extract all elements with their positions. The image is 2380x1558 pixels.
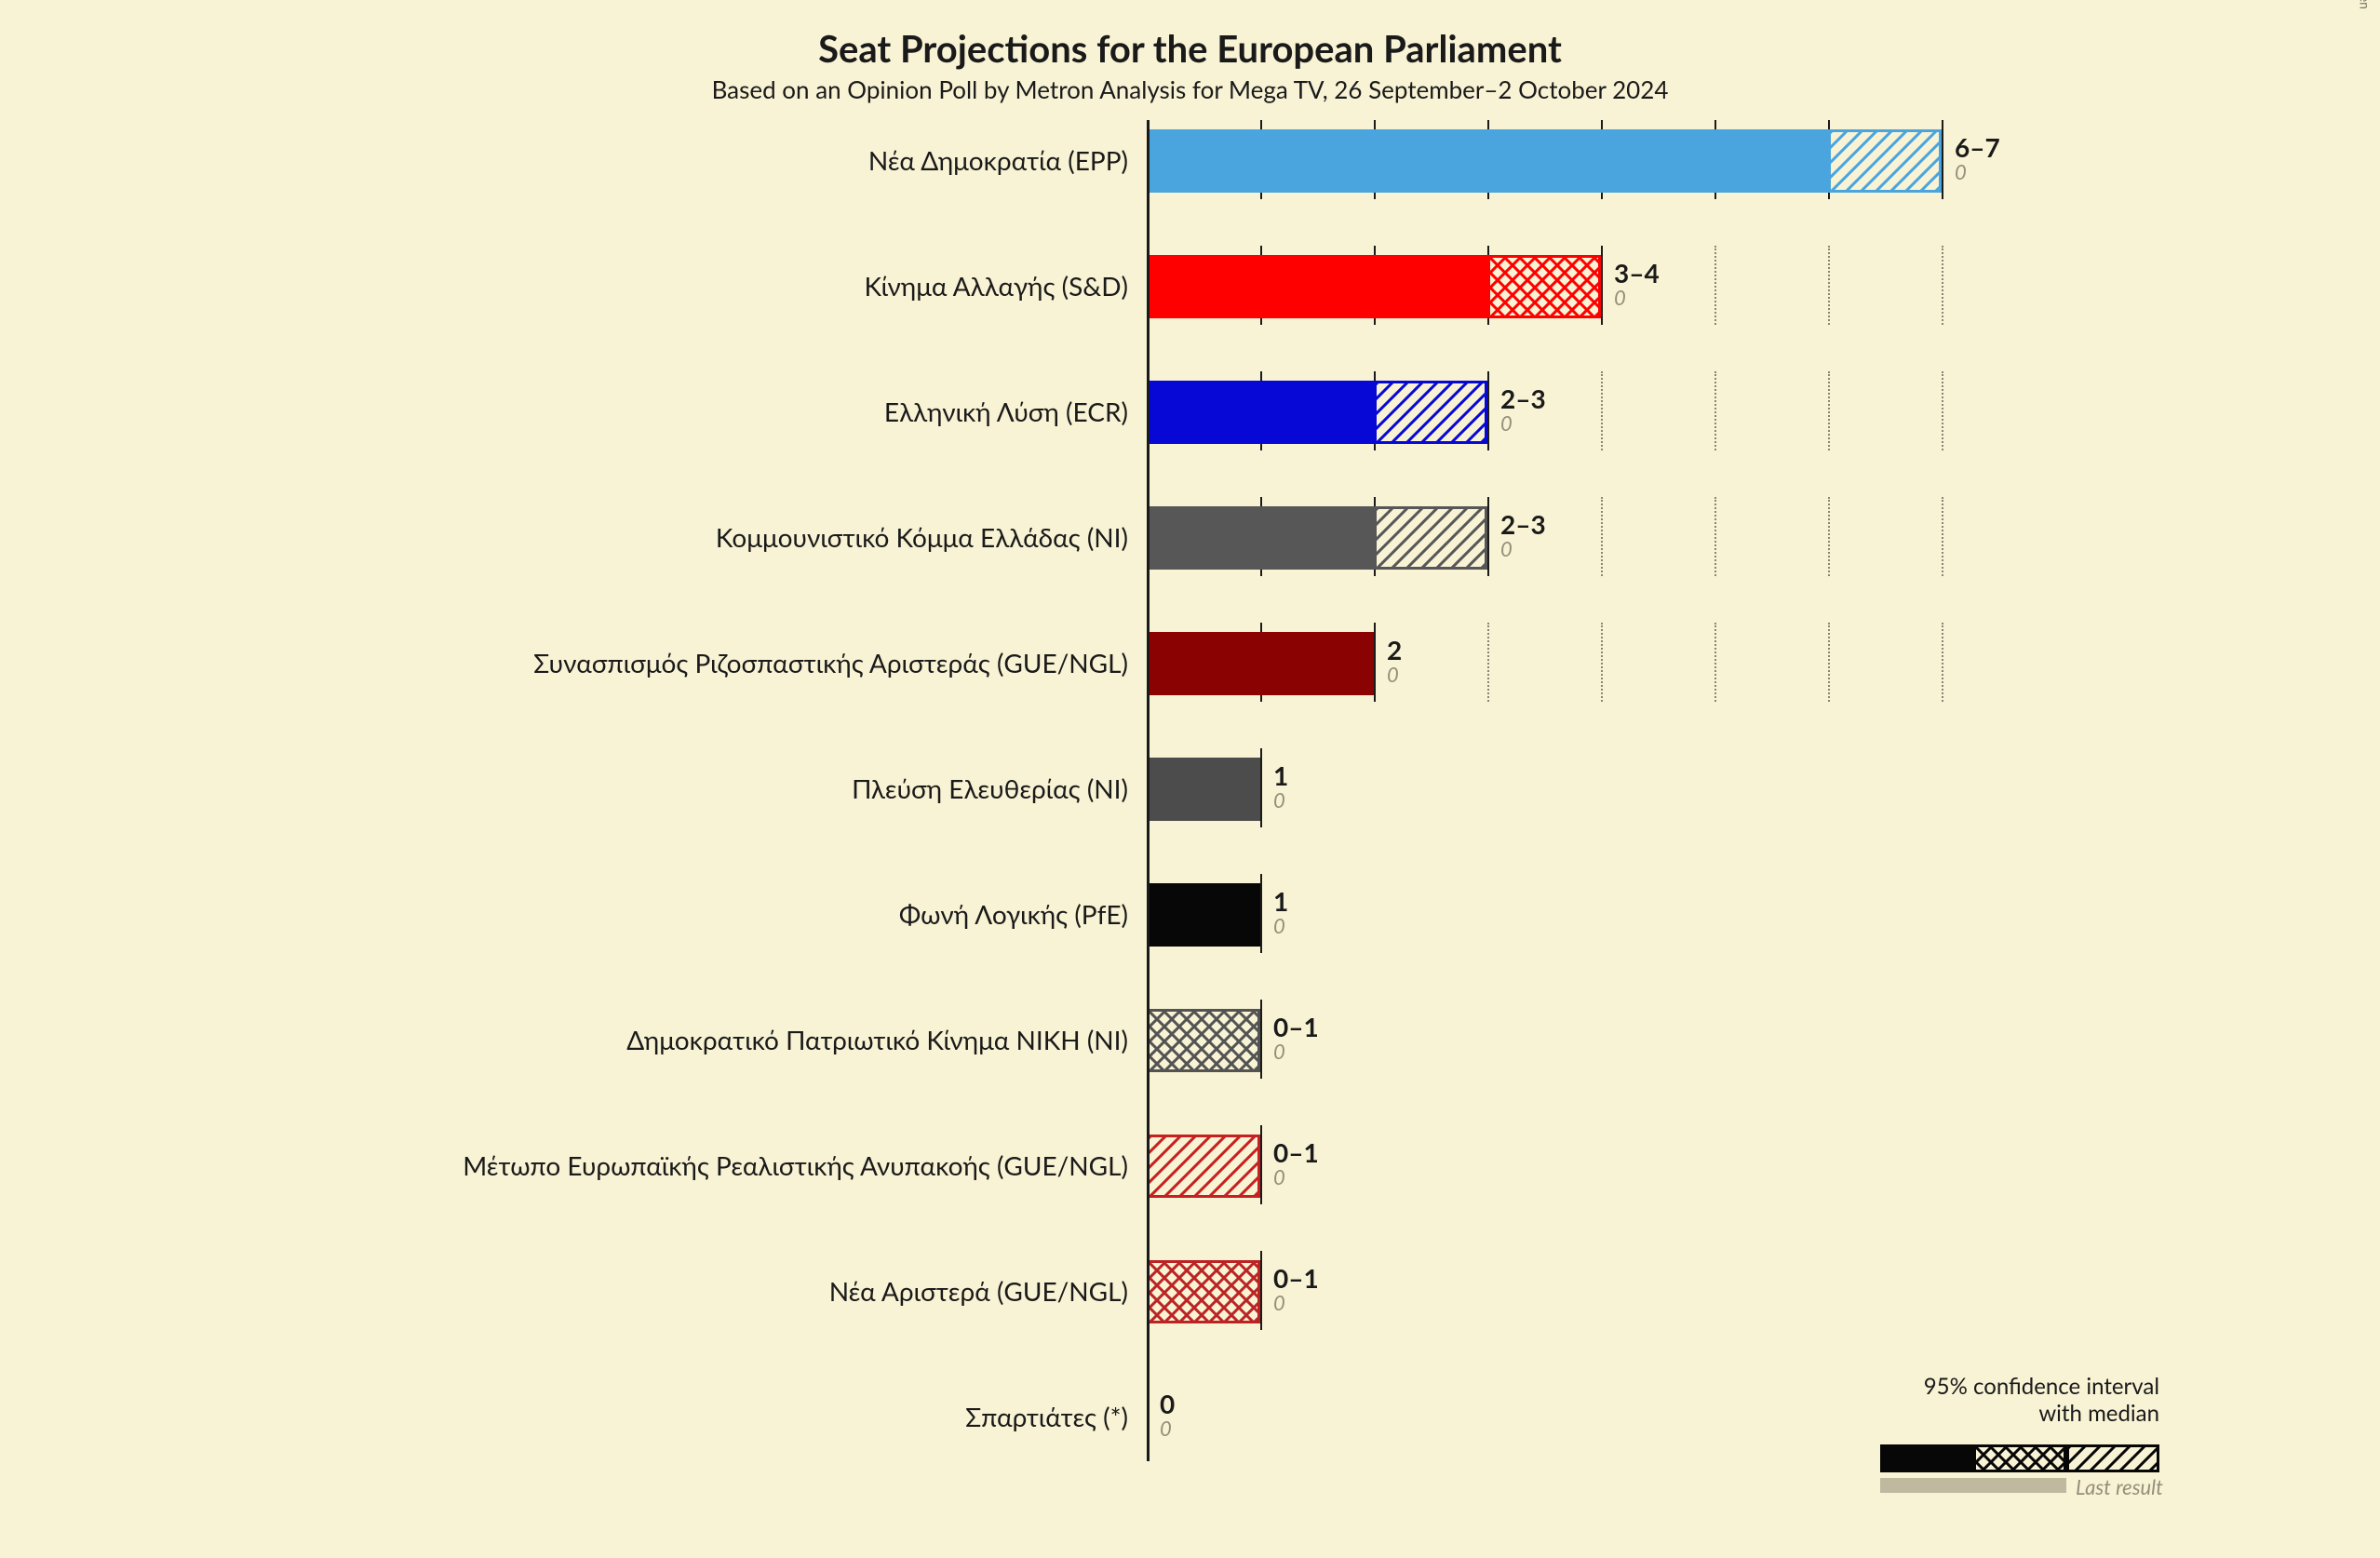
- last-result-label: 0: [1273, 1164, 1285, 1189]
- gridline-dotted: [1828, 371, 1830, 450]
- last-result-label: 0: [1273, 913, 1285, 938]
- seat-projection-chart: Seat Projections for the European Parlia…: [0, 0, 2380, 1558]
- chart-title: Seat Projections for the European Parlia…: [0, 26, 2380, 71]
- party-label: Μέτωπο Ευρωπαϊκής Ρεαλιστικής Ανυπακοής …: [0, 1149, 1128, 1181]
- gridline: [1260, 874, 1262, 953]
- bar-solid: [1147, 129, 1828, 193]
- gridline: [1374, 623, 1376, 702]
- value-label: 0: [1160, 1388, 1175, 1419]
- party-label: Φωνή Λογικής (PfE): [0, 898, 1128, 930]
- bar-solid: [1147, 506, 1374, 570]
- gridline: [1487, 371, 1489, 450]
- last-result-label: 0: [1273, 787, 1285, 813]
- value-label: 0–1: [1273, 1011, 1319, 1042]
- gridline-dotted: [1828, 623, 1830, 702]
- party-label: Νέα Δημοκρατία (EPP): [0, 144, 1128, 176]
- last-result-label: 0: [1500, 536, 1513, 561]
- value-label: 1: [1273, 759, 1288, 791]
- copyright-label: © 2024 Filip van Laenen: [2357, 0, 2373, 9]
- gridline: [1260, 748, 1262, 827]
- last-result-label: 0: [1387, 662, 1399, 687]
- bar-solid: [1147, 758, 1260, 821]
- gridline-dotted: [1828, 246, 1830, 325]
- gridline-dotted: [1714, 497, 1716, 576]
- gridline-dotted: [1942, 497, 1943, 576]
- gridline-dotted: [1601, 623, 1603, 702]
- value-label: 2–3: [1500, 508, 1546, 540]
- party-label: Δημοκρατικό Πατριωτικό Κίνημα ΝΙΚΗ (NI): [0, 1024, 1128, 1055]
- party-label: Νέα Αριστερά (GUE/NGL): [0, 1275, 1128, 1307]
- value-label: 6–7: [1955, 131, 2000, 163]
- value-label: 1: [1273, 885, 1288, 917]
- legend-bar-diag: [2066, 1444, 2159, 1472]
- last-result-label: 0: [1614, 285, 1626, 310]
- party-label: Κίνημα Αλλαγής (S&D): [0, 270, 1128, 302]
- gridline: [1601, 246, 1603, 325]
- party-label: Σπαρτιάτες (*): [0, 1401, 1128, 1432]
- gridline-dotted: [1714, 623, 1716, 702]
- party-label: Πλεύση Ελευθερίας (NI): [0, 772, 1128, 804]
- legend-line2: with median: [1787, 1400, 2159, 1427]
- legend-last-bar: [1880, 1478, 2066, 1493]
- last-result-label: 0: [1273, 1290, 1285, 1315]
- value-label: 3–4: [1614, 257, 1660, 289]
- gridline-dotted: [1601, 371, 1603, 450]
- legend-bar-cross: [1973, 1444, 2066, 1472]
- party-label: Κομμουνιστικό Κόμμα Ελλάδας (NI): [0, 521, 1128, 553]
- value-label: 2: [1387, 634, 1402, 665]
- axis-line: [1147, 120, 1150, 1461]
- legend-bar-solid: [1880, 1444, 1973, 1472]
- gridline-dotted: [1714, 371, 1716, 450]
- last-result-label: 0: [1273, 1039, 1285, 1064]
- bar-hatched: [1147, 1135, 1260, 1198]
- last-result-label: 0: [1160, 1416, 1172, 1441]
- gridline-dotted: [1942, 246, 1943, 325]
- legend-line1: 95% confidence interval: [1787, 1373, 2159, 1400]
- gridline-dotted: [1487, 623, 1489, 702]
- gridline: [1942, 120, 1943, 199]
- bar-hatched: [1374, 381, 1487, 444]
- gridline-dotted: [1601, 497, 1603, 576]
- gridline: [1260, 1251, 1262, 1330]
- value-label: 0–1: [1273, 1262, 1319, 1294]
- party-label: Συνασπισμός Ριζοσπαστικής Αριστεράς (GUE…: [0, 647, 1128, 678]
- bar-hatched: [1487, 255, 1601, 318]
- bar-hatched: [1828, 129, 1942, 193]
- legend-last-label: Last result: [2076, 1474, 2163, 1499]
- chart-subtitle: Based on an Opinion Poll by Metron Analy…: [0, 74, 2380, 104]
- value-label: 0–1: [1273, 1136, 1319, 1168]
- bar-hatched: [1374, 506, 1487, 570]
- legend-text: 95% confidence intervalwith median: [1787, 1373, 2159, 1427]
- party-label: Ελληνική Λύση (ECR): [0, 396, 1128, 427]
- gridline: [1487, 497, 1489, 576]
- gridline-dotted: [1942, 371, 1943, 450]
- gridline-dotted: [1942, 623, 1943, 702]
- gridline-dotted: [1828, 497, 1830, 576]
- gridline-dotted: [1714, 246, 1716, 325]
- last-result-label: 0: [1500, 410, 1513, 436]
- gridline: [1260, 1000, 1262, 1079]
- bar-hatched: [1147, 1260, 1260, 1323]
- gridline: [1260, 1125, 1262, 1204]
- bar-hatched: [1147, 1009, 1260, 1072]
- bar-solid: [1147, 381, 1374, 444]
- bar-solid: [1147, 255, 1487, 318]
- value-label: 2–3: [1500, 383, 1546, 414]
- bar-solid: [1147, 632, 1374, 695]
- bar-solid: [1147, 883, 1260, 947]
- last-result-label: 0: [1955, 159, 1967, 184]
